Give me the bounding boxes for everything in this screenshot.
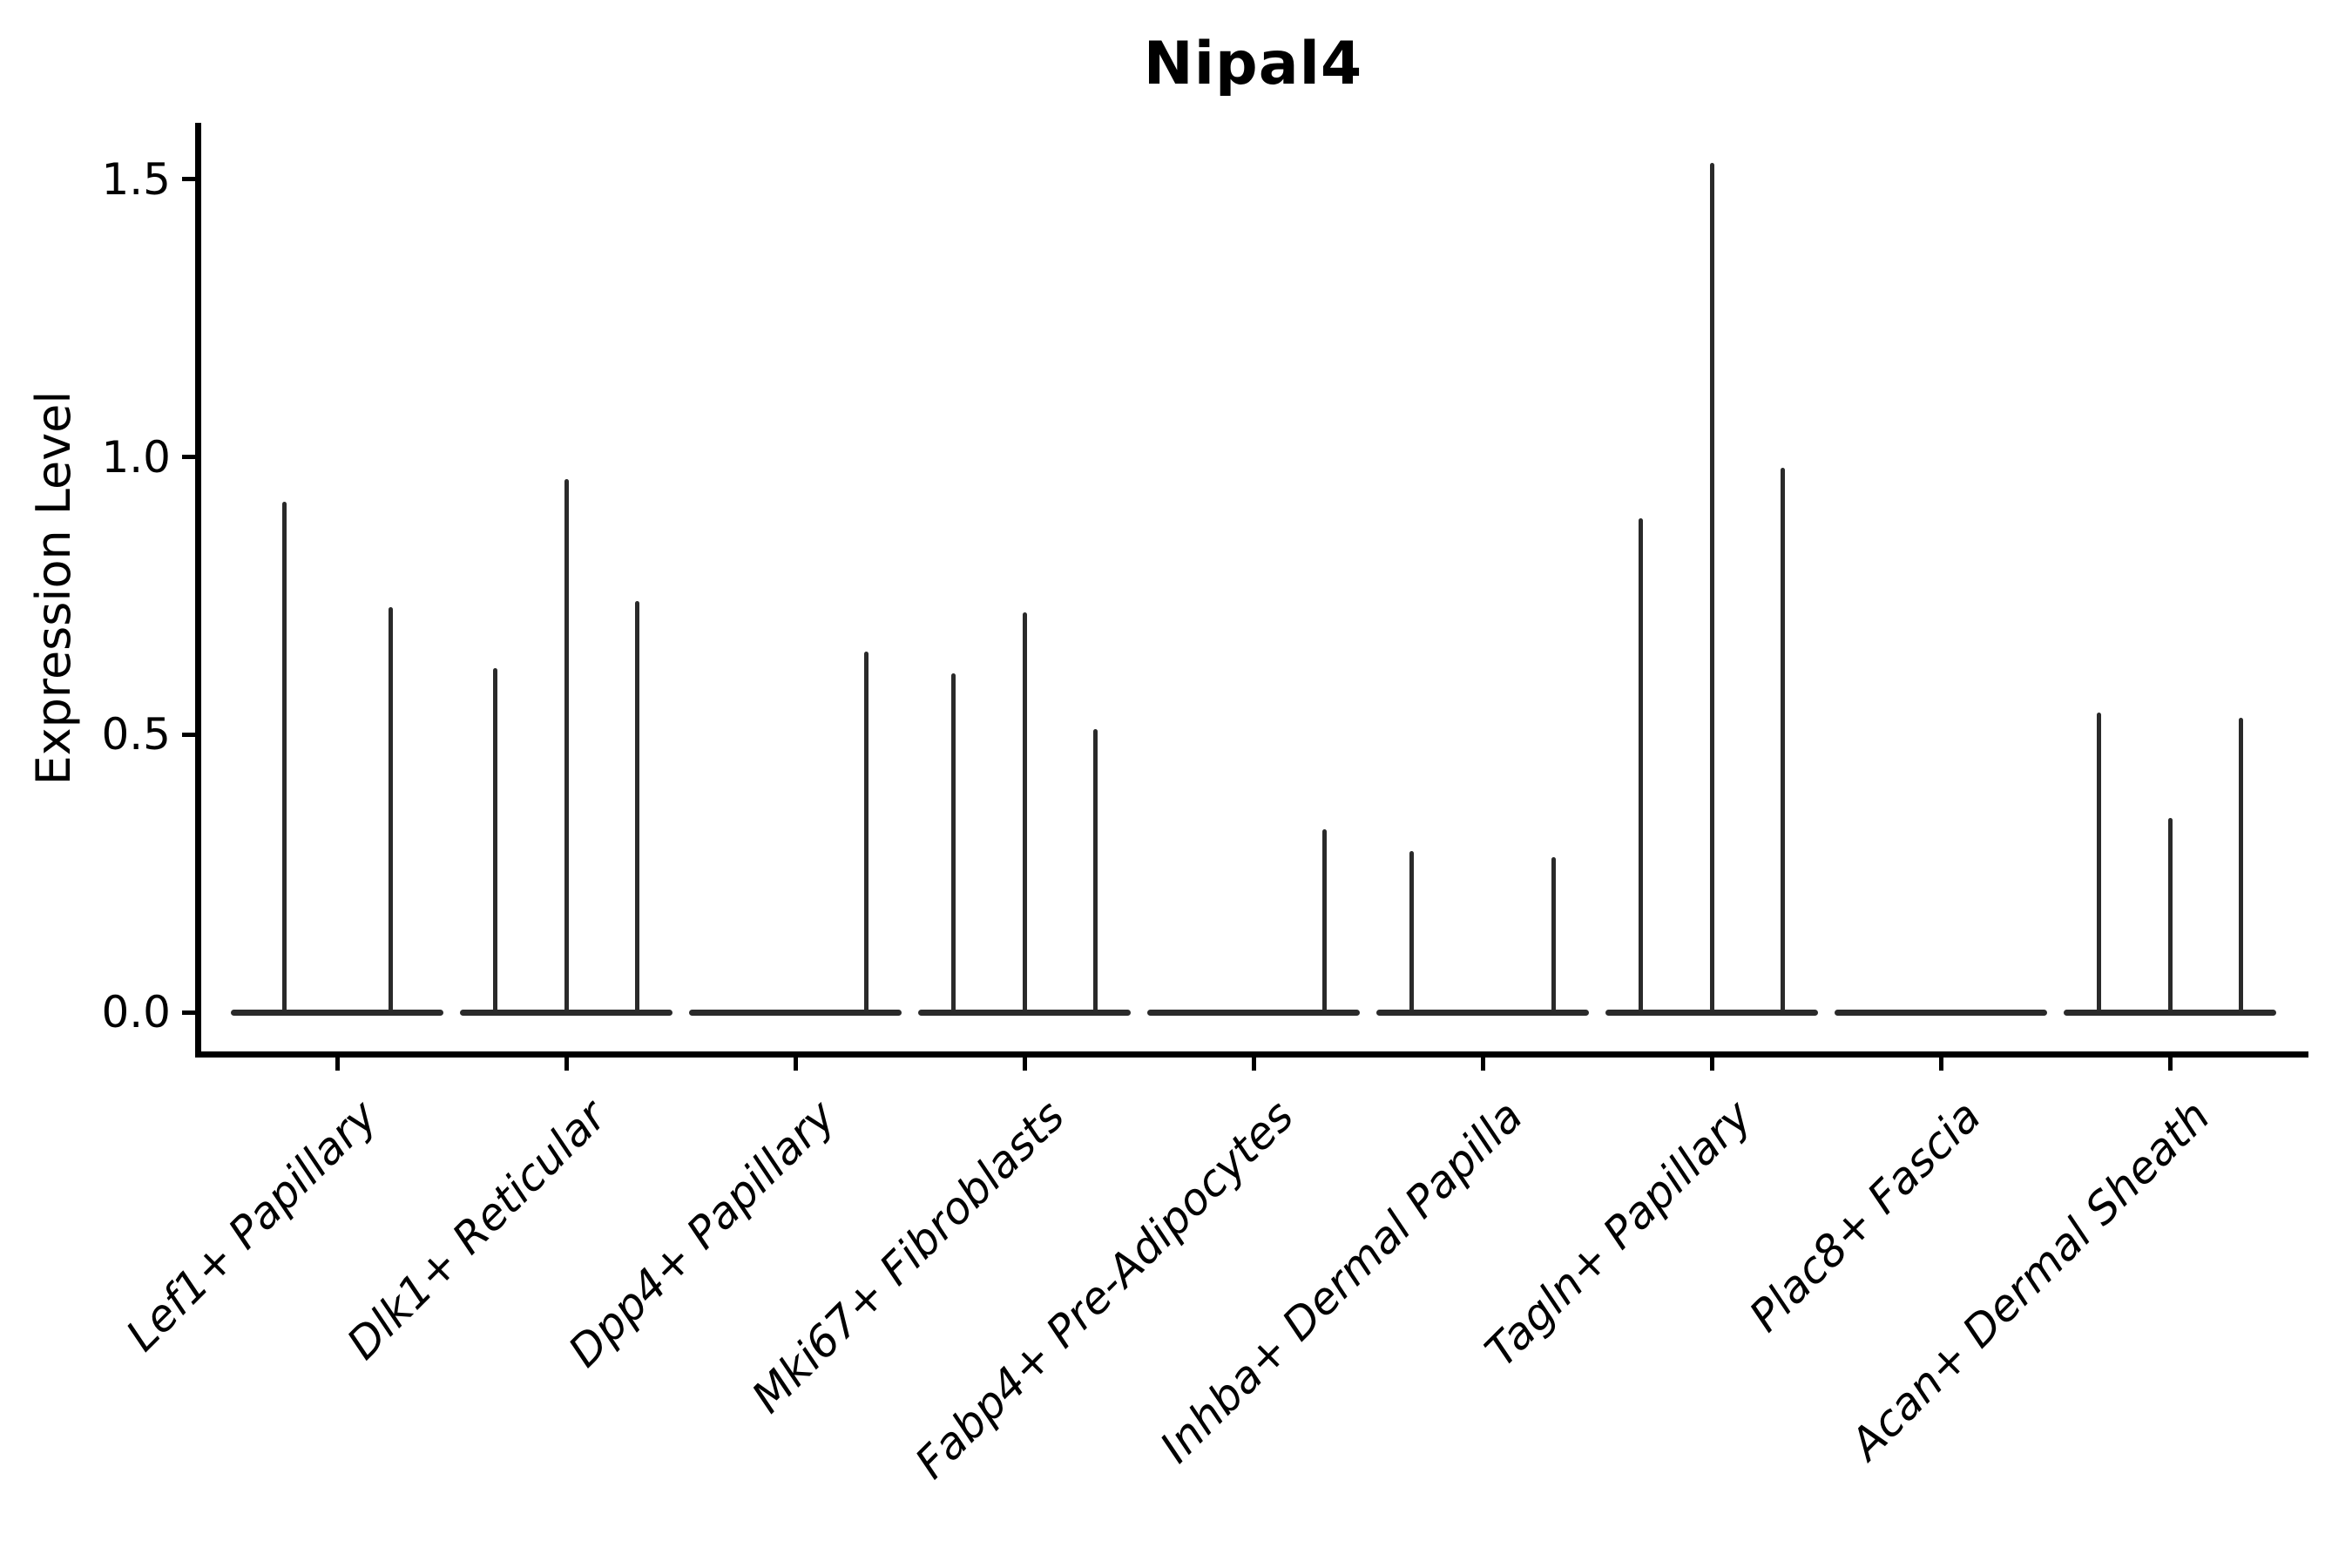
x-tick [793,1057,798,1071]
y-tick-label: 0.5 [101,709,171,760]
x-tick [1251,1057,1256,1071]
category-baseline [689,1009,902,1016]
y-tick-label: 0.0 [101,987,171,1037]
violin-spike [863,651,868,1012]
violin-spike [493,667,498,1012]
chart-title: Nipal4 [1143,30,1363,98]
violin-spike [388,606,393,1012]
y-tick-label: 1.0 [101,431,171,483]
x-tick [335,1057,340,1071]
violin-spike [1780,468,1785,1012]
violin-spike [1321,828,1327,1012]
category-baseline [1147,1009,1360,1016]
violin-spike [951,673,956,1012]
y-tick-label: 1.5 [101,153,171,205]
violin-spike [2167,817,2173,1012]
y-tick [181,1010,195,1015]
y-tick [181,732,195,737]
y-axis-spine [194,123,201,1058]
violin-spike [1022,612,1027,1012]
x-tick-label-text: Inhba+ Dermal Papilla [1150,1091,1533,1473]
violin-spike [2238,718,2243,1012]
category-baseline [1605,1009,1818,1016]
category-baseline [1376,1009,1589,1016]
category-baseline [918,1009,1131,1016]
y-tick [181,455,195,459]
x-tick [1709,1057,1714,1071]
x-tick-label-text: Lef1+ Papillary [116,1091,388,1362]
x-tick-label-text: Fabp4+ Pre-Adipocytes [905,1091,1304,1489]
x-tick [2167,1057,2173,1071]
x-tick [1480,1057,1485,1071]
y-tick [181,177,195,182]
x-tick-label: Acan+ Dermal Sheath [1841,1091,2352,1470]
violin-spike [1639,517,1644,1012]
violin-spike [1409,851,1415,1012]
violin-spike [1092,728,1098,1012]
x-tick [564,1057,569,1071]
category-baseline [1835,1009,2047,1016]
violin-spike [1551,856,1556,1012]
x-tick [1022,1057,1027,1071]
violin-spike [1709,162,1714,1012]
y-axis-label: Expression Level [26,390,81,786]
violin-spike [564,479,569,1012]
x-axis-spine [194,1051,2308,1058]
violin-spike [281,501,287,1012]
category-baseline [2064,1009,2276,1016]
violin-spike [2097,712,2102,1012]
category-baseline [231,1009,443,1016]
x-tick [1938,1057,1943,1071]
category-baseline [460,1009,672,1016]
violin-spike [634,601,639,1012]
